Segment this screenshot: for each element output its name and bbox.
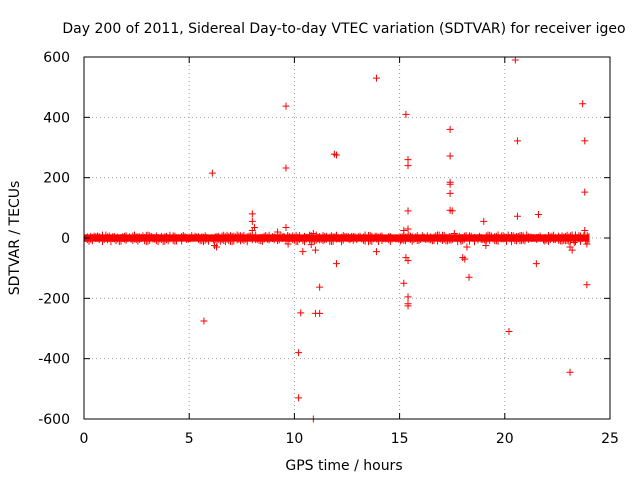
data-point — [248, 217, 256, 225]
data-point — [404, 302, 412, 310]
data-point — [248, 210, 256, 218]
y-tick-label: 400 — [43, 110, 70, 126]
axis-layer: 0 5 10 15 20 25 -600 -400 -200 0 200 400 600 — [38, 50, 619, 447]
data-point — [213, 243, 221, 251]
data-point — [457, 236, 465, 244]
dense-band-layer — [83, 231, 590, 246]
data-point — [400, 226, 408, 234]
data-point — [282, 223, 290, 231]
data-point — [250, 223, 258, 231]
x-tick-label: 25 — [601, 431, 619, 447]
data-point — [534, 210, 542, 218]
data-point — [581, 226, 589, 234]
data-point — [398, 236, 406, 244]
x-tick-label: 0 — [80, 431, 89, 447]
data-point — [583, 240, 591, 248]
y-tick-label: -600 — [38, 412, 70, 428]
data-point — [404, 257, 412, 265]
data-point — [446, 125, 454, 133]
data-point — [295, 394, 303, 402]
data-point — [297, 309, 305, 317]
data-point — [208, 169, 216, 177]
chart-title: Day 200 of 2011, Sidereal Day-to-day VTE… — [62, 21, 625, 37]
data-point — [316, 309, 324, 317]
y-tick-label: -200 — [38, 291, 70, 307]
data-point — [482, 242, 490, 250]
data-point — [446, 152, 454, 160]
x-axis-label: GPS time / hours — [285, 458, 402, 474]
data-point — [448, 207, 456, 215]
data-point — [295, 349, 303, 357]
data-point — [316, 283, 324, 291]
data-point — [446, 180, 454, 188]
y-axis-label: SDTVAR / TECUs — [7, 181, 23, 296]
data-point — [274, 228, 282, 236]
data-point — [299, 248, 307, 256]
data-point — [332, 151, 340, 159]
data-point — [583, 281, 591, 289]
y-tick-label: -400 — [38, 352, 70, 368]
x-tick-label: 5 — [185, 431, 194, 447]
data-point — [566, 368, 574, 376]
data-point — [404, 293, 412, 301]
data-point — [541, 237, 549, 245]
data-point — [581, 137, 589, 145]
data-point — [480, 217, 488, 225]
data-point — [505, 328, 513, 336]
data-point — [282, 164, 290, 172]
data-point — [513, 137, 521, 145]
data-point — [511, 56, 519, 64]
data-points-layer — [200, 56, 591, 423]
data-point — [309, 229, 317, 237]
data-point — [404, 162, 412, 170]
data-point — [450, 229, 458, 237]
data-point — [311, 246, 319, 254]
data-point — [282, 102, 290, 110]
data-point — [465, 273, 473, 281]
data-point — [570, 239, 578, 247]
data-point — [372, 74, 380, 82]
y-tick-label: 600 — [43, 50, 70, 66]
y-tick-label: 0 — [61, 231, 70, 247]
data-point — [404, 225, 412, 233]
x-tick-label: 10 — [285, 431, 303, 447]
data-point — [463, 243, 471, 251]
data-point — [568, 246, 576, 254]
data-point — [284, 240, 292, 248]
x-tick-label: 15 — [391, 431, 409, 447]
data-point — [332, 260, 340, 268]
data-point — [532, 260, 540, 268]
data-point — [404, 156, 412, 164]
data-point — [513, 212, 521, 220]
data-point — [280, 232, 288, 240]
data-point — [307, 241, 315, 249]
data-point — [446, 189, 454, 197]
data-point — [579, 100, 587, 108]
x-tick-label: 20 — [496, 431, 514, 447]
data-point — [581, 188, 589, 196]
data-point — [400, 279, 408, 287]
data-point — [200, 317, 208, 325]
data-point — [461, 255, 469, 263]
y-tick-label: 200 — [43, 171, 70, 187]
data-point — [404, 207, 412, 215]
data-point — [402, 110, 410, 118]
data-point — [372, 248, 380, 256]
